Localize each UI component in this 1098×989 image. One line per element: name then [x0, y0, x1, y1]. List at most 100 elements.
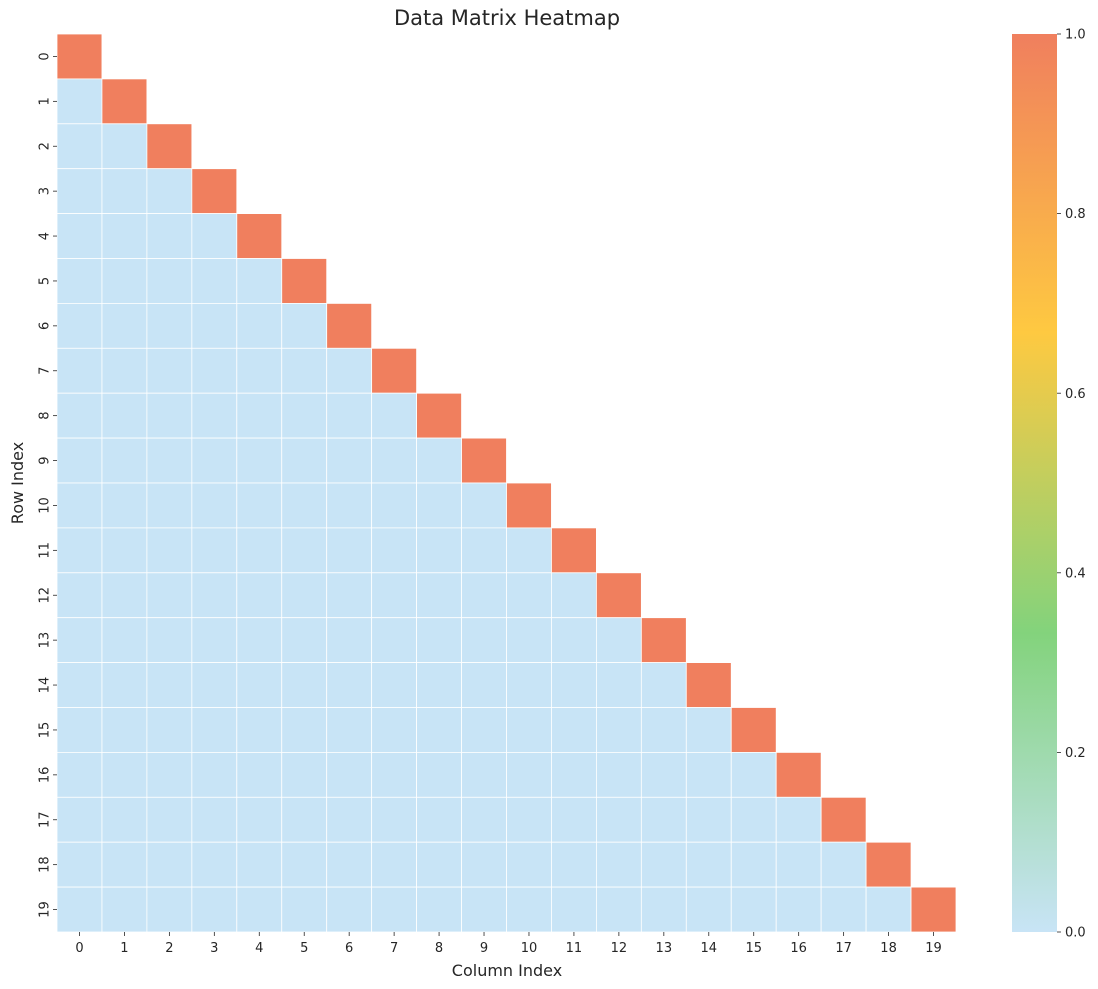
heatmap-cells [56, 33, 957, 933]
heatmap-cell-r13-c10 [506, 617, 552, 664]
heatmap-cell-r7-c7 [371, 347, 417, 394]
x-tick-label: 4 [255, 941, 263, 956]
y-tick-label: 11 [38, 542, 53, 559]
heatmap-cell-r19-c13 [640, 886, 687, 933]
heatmap-cell-r4-c3 [191, 213, 238, 259]
heatmap-cell-r16-c1 [101, 752, 148, 798]
heatmap-cell-r11-c2 [146, 527, 193, 574]
heatmap-cell-r17-c14 [685, 796, 732, 843]
heatmap-cell-r17-c8 [416, 796, 462, 843]
heatmap-cell-r15-c2 [146, 707, 193, 753]
heatmap-cell-r16-c11 [551, 752, 597, 798]
heatmap-cell-r15-c4 [236, 707, 283, 753]
heatmap-cell-r15-c5 [281, 707, 328, 753]
heatmap-cell-r13-c4 [236, 617, 283, 664]
heatmap-cell-r19-c17 [820, 886, 867, 933]
heatmap-cell-r17-c17 [820, 796, 867, 843]
heatmap-cell-r18-c10 [506, 841, 552, 888]
heatmap-cell-r17-c1 [101, 796, 148, 843]
heatmap-cell-r17-c13 [640, 796, 687, 843]
y-tick-label: 15 [38, 722, 53, 739]
heatmap-cell-r2-c1 [101, 123, 148, 170]
heatmap-cell-r3-c0 [56, 168, 103, 214]
heatmap-cell-r17-c3 [191, 796, 238, 843]
heatmap-cell-r13-c11 [551, 617, 597, 664]
y-tick-label: 17 [38, 811, 53, 828]
heatmap-cell-r2-c0 [56, 123, 103, 170]
heatmap-cell-r10-c8 [416, 482, 462, 529]
heatmap-cell-r16-c12 [596, 752, 642, 798]
heatmap-cell-r18-c15 [730, 841, 777, 888]
heatmap-cell-r3-c2 [146, 168, 193, 214]
heatmap-cell-r11-c5 [281, 527, 328, 574]
heatmap-cell-r17-c15 [730, 796, 777, 843]
heatmap-cell-r10-c2 [146, 482, 193, 529]
heatmap-cell-r3-c1 [101, 168, 148, 214]
y-tick-label: 5 [38, 277, 53, 285]
colorbar-tick-label: 1.0 [1065, 28, 1086, 43]
heatmap-cell-r15-c7 [371, 707, 417, 753]
heatmap-cell-r5-c0 [56, 258, 103, 304]
x-tick-label: 11 [566, 941, 583, 956]
x-tick-label: 5 [300, 941, 308, 956]
y-tick-label: 0 [38, 52, 53, 60]
heatmap-cell-r15-c9 [461, 707, 507, 753]
heatmap-cell-r17-c0 [56, 796, 103, 843]
heatmap-cell-r1-c1 [101, 78, 148, 125]
heatmap-cell-r9-c1 [101, 437, 148, 484]
heatmap-cell-r10-c10 [506, 482, 552, 529]
heatmap-cell-r13-c7 [371, 617, 417, 664]
heatmap-cell-r8-c8 [416, 392, 462, 439]
heatmap-cell-r18-c2 [146, 841, 193, 888]
heatmap-cell-r13-c9 [461, 617, 507, 664]
heatmap-cell-r18-c6 [326, 841, 373, 888]
heatmap-cell-r13-c0 [56, 617, 103, 664]
colorbar-tick-label: 0.6 [1065, 387, 1086, 402]
heatmap-cell-r15-c14 [685, 707, 732, 753]
heatmap-cell-r7-c5 [281, 347, 328, 394]
x-tick-label: 12 [611, 941, 628, 956]
heatmap-cell-r13-c8 [416, 617, 462, 664]
y-tick-label: 6 [38, 322, 53, 330]
heatmap-cell-r17-c5 [281, 796, 328, 843]
heatmap-cell-r12-c8 [416, 572, 462, 619]
heatmap-cell-r7-c6 [326, 347, 373, 394]
heatmap-cell-r19-c1 [101, 886, 148, 933]
x-tick-label: 9 [480, 941, 488, 956]
heatmap-cell-r9-c3 [191, 437, 238, 484]
heatmap-cell-r12-c9 [461, 572, 507, 619]
heatmap-cell-r18-c7 [371, 841, 417, 888]
heatmap-cell-r17-c11 [551, 796, 597, 843]
heatmap-cell-r14-c7 [371, 662, 417, 708]
heatmap-cell-r18-c16 [775, 841, 822, 888]
heatmap-cell-r11-c0 [56, 527, 103, 574]
x-tick-label: 10 [521, 941, 538, 956]
heatmap-cell-r16-c0 [56, 752, 103, 798]
y-tick-label: 16 [38, 767, 53, 784]
heatmap-cell-r18-c17 [820, 841, 867, 888]
heatmap-cell-r19-c11 [551, 886, 597, 933]
heatmap-cell-r10-c9 [461, 482, 507, 529]
heatmap-cell-r6-c0 [56, 302, 103, 349]
heatmap-cell-r11-c6 [326, 527, 373, 574]
heatmap-cell-r8-c1 [101, 392, 148, 439]
heatmap-cell-r16-c7 [371, 752, 417, 798]
heatmap-cell-r19-c14 [685, 886, 732, 933]
heatmap-cell-r19-c15 [730, 886, 777, 933]
heatmap-cell-r4-c1 [101, 213, 148, 259]
heatmap-cell-r16-c10 [506, 752, 552, 798]
heatmap-cell-r13-c1 [101, 617, 148, 664]
heatmap-cell-r8-c7 [371, 392, 417, 439]
heatmap-cell-r18-c0 [56, 841, 103, 888]
heatmap-cell-r18-c12 [596, 841, 642, 888]
heatmap-cell-r17-c12 [596, 796, 642, 843]
heatmap-cell-r10-c1 [101, 482, 148, 529]
heatmap-cell-r17-c2 [146, 796, 193, 843]
heatmap-cell-r12-c5 [281, 572, 328, 619]
heatmap-cell-r12-c12 [596, 572, 642, 619]
heatmap-cell-r5-c1 [101, 258, 148, 304]
heatmap-cell-r18-c14 [685, 841, 732, 888]
heatmap-cell-r0-c0 [56, 33, 103, 80]
chart-title: Data Matrix Heatmap [394, 6, 620, 30]
heatmap-cell-r17-c16 [775, 796, 822, 843]
